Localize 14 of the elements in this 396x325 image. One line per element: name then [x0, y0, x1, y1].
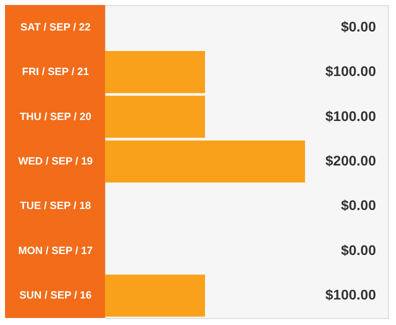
y-tick-label: TUE / SEP / 18: [20, 200, 92, 212]
data-label: $200.00: [325, 152, 376, 168]
y-tick-label: FRI / SEP / 21: [22, 66, 90, 78]
y-tick-label: WED / SEP / 19: [18, 156, 93, 168]
y-tick-label: SUN / SEP / 16: [19, 290, 92, 302]
data-label: $100.00: [325, 63, 376, 80]
data-label: $100.00: [325, 108, 376, 124]
y-tick-label: SAT / SEP / 22: [20, 21, 91, 34]
data-label: $100.00: [325, 286, 376, 303]
data-label: $0.00: [340, 18, 376, 34]
y-tick-label: MON / SEP / 17: [18, 244, 93, 257]
data-label: $0.00: [340, 242, 376, 258]
y-tick-label: THU / SEP / 20: [20, 110, 92, 123]
data-label: $0.00: [340, 197, 376, 214]
